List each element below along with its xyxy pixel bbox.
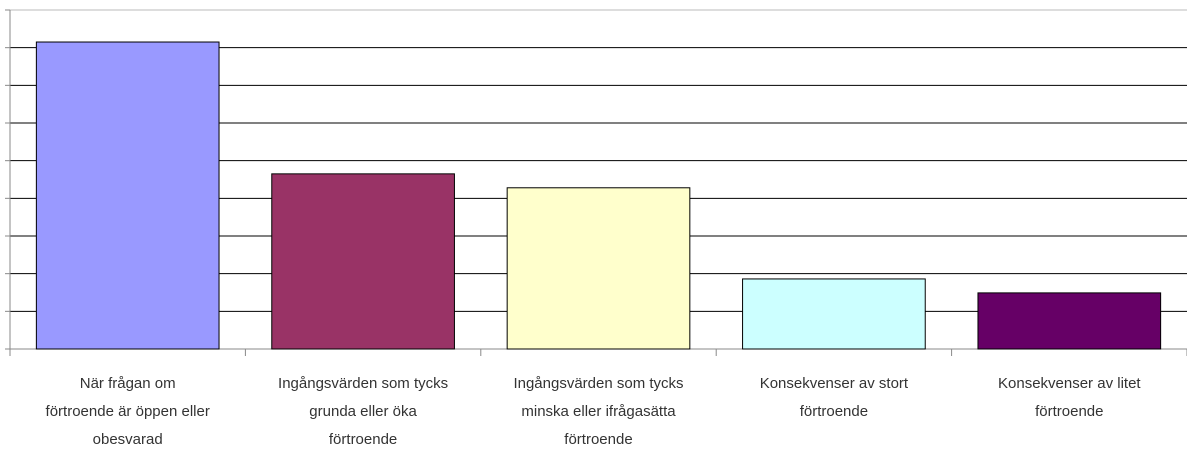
bar — [506, 187, 691, 350]
x-tick-label: Ingångsvärden som tycks grunda eller öka f… — [278, 375, 448, 448]
bar — [977, 292, 1162, 350]
x-tick-label-line: obesvarad — [93, 431, 163, 448]
x-tick-label-line: förtroende — [329, 431, 397, 448]
bar — [35, 41, 220, 350]
x-tick-label-line: minska eller ifrågasätta — [521, 403, 676, 420]
x-tick-label-line: förtroende är öppen eller — [46, 403, 210, 420]
x-tick-label-line: grunda eller öka — [309, 403, 417, 420]
bar — [271, 173, 455, 350]
x-tick-label-line: Ingångsvärden som tycks — [278, 375, 448, 392]
x-tick-label-line: När frågan om — [80, 375, 176, 392]
x-tick-label-line: förtroende — [564, 431, 632, 448]
x-tick-label-line: Ingångsvärden som tycks — [513, 375, 683, 392]
x-tick-label: Ingångsvärden som tycks minska eller ifrå… — [513, 375, 683, 448]
x-tick-label: Konsekvenser av litet förtroende — [998, 375, 1141, 420]
x-tick-label-line: förtroende — [1035, 403, 1103, 420]
x-tick-label-line: Konsekvenser av litet — [998, 375, 1141, 392]
bar — [742, 278, 926, 350]
x-tick-label: När frågan om förtroende är öppen eller ob… — [46, 375, 210, 448]
x-tick-label-line: förtroende — [800, 403, 868, 420]
x-tick-label-line: Konsekvenser av stort — [760, 375, 909, 392]
x-tick-label: Konsekvenser av stort förtroende — [760, 375, 909, 420]
